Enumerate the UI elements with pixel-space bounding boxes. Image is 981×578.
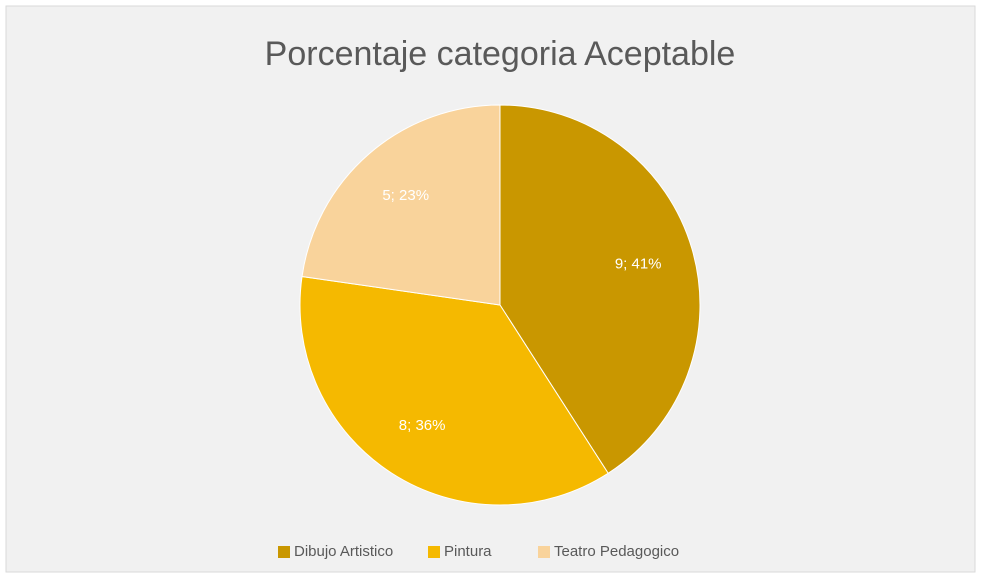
pie-slice (299, 275, 609, 506)
legend-label: Teatro Pedagogico (554, 543, 679, 560)
data-label: 8; 36% (399, 417, 446, 434)
pie-slice (499, 104, 701, 474)
pie-slice (301, 104, 501, 306)
chart-title: Porcentaje categoria Aceptable (265, 35, 736, 73)
legend-swatch (538, 546, 550, 558)
data-label: 9; 41% (615, 255, 662, 272)
data-label: 5; 23% (382, 187, 429, 204)
legend-swatch (278, 546, 290, 558)
legend-label: Dibujo Artistico (294, 543, 393, 560)
legend-label: Pintura (444, 543, 492, 560)
legend-swatch (428, 546, 440, 558)
